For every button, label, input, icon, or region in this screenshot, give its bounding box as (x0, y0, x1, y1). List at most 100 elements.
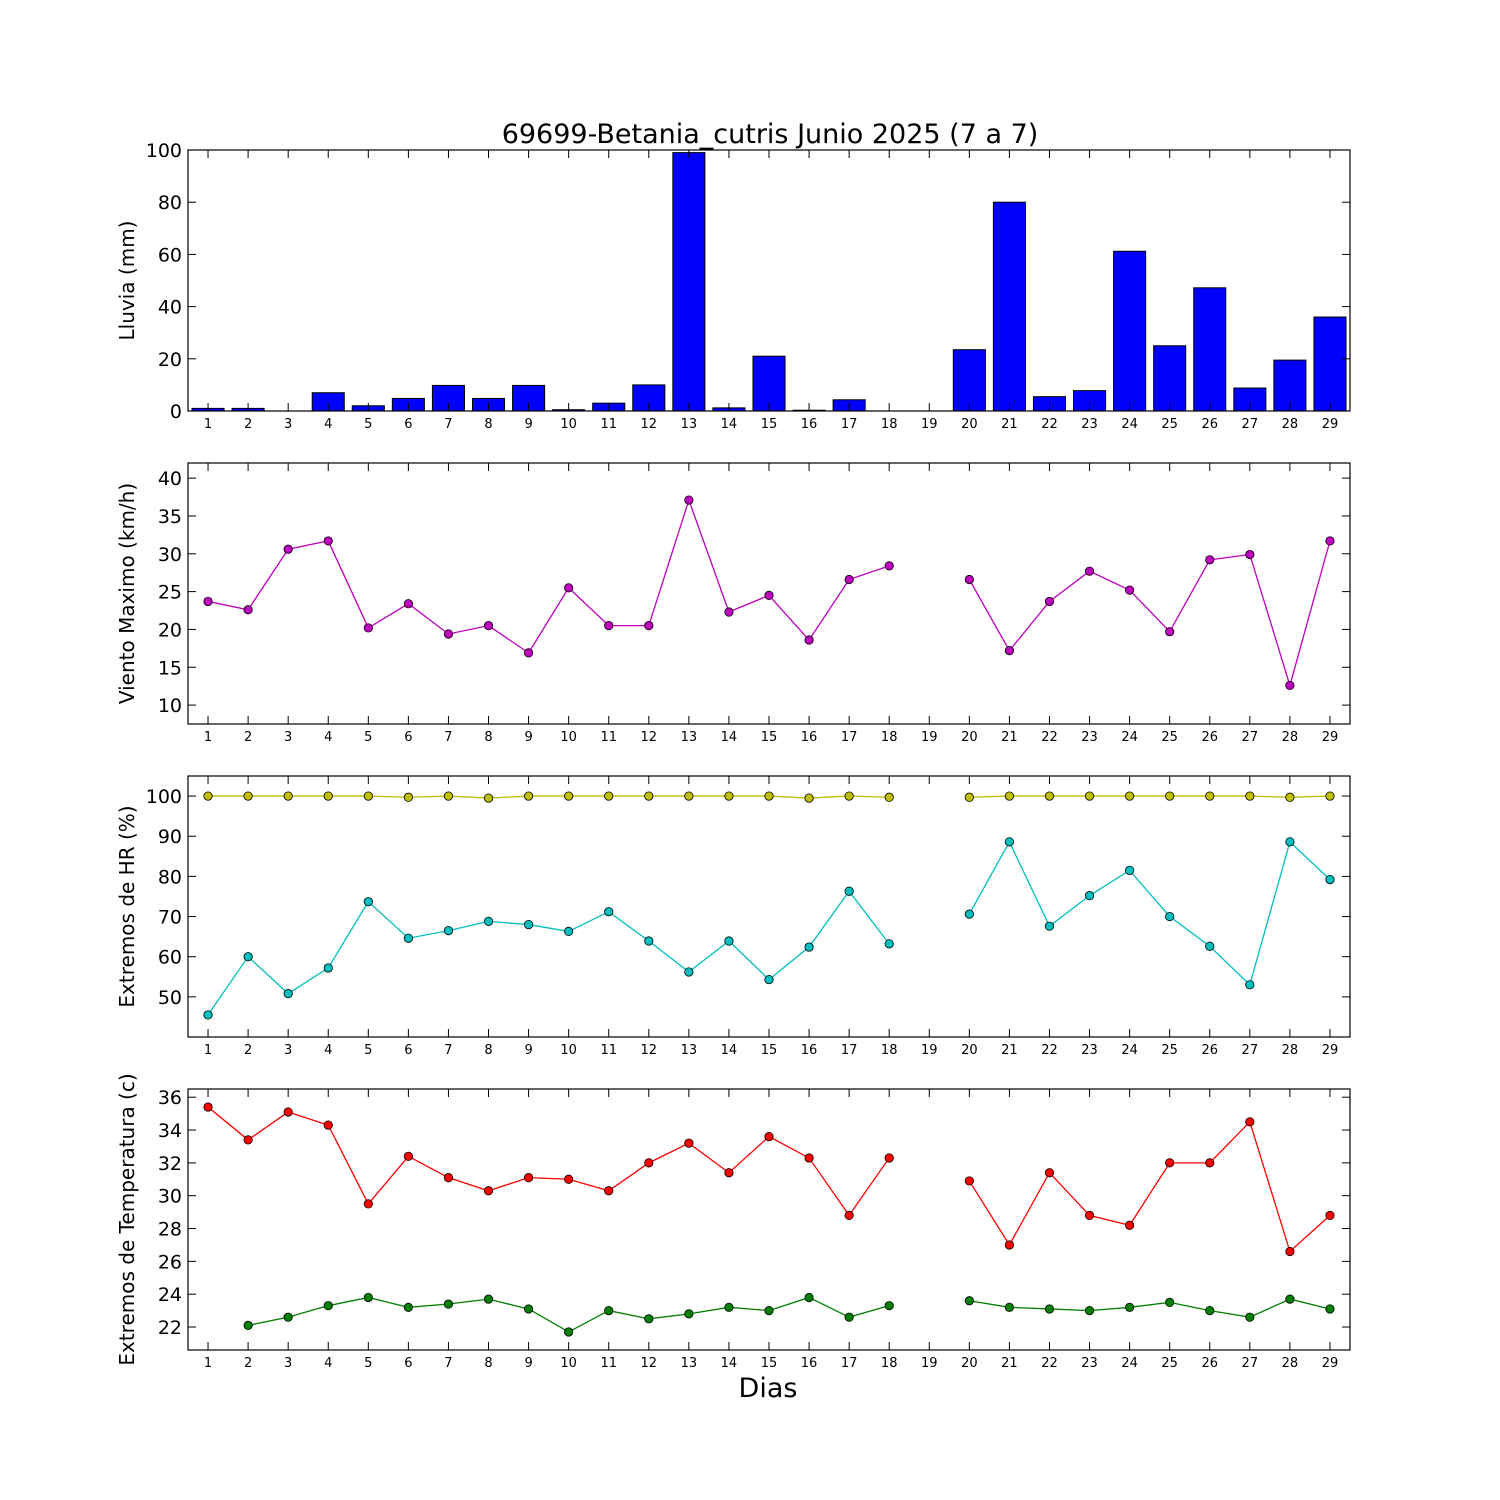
x-tick-label: 1 (204, 1043, 212, 1058)
series-1-point-day-27 (1245, 549, 1255, 560)
series-1-point-day-1 (203, 596, 213, 607)
series-2-point-day-27 (1245, 1312, 1255, 1322)
y-axis-label: Lluvia (mm) (115, 221, 139, 341)
y-tick-label: 28 (158, 1219, 182, 1241)
series-1-point-day-9 (523, 648, 534, 658)
x-tick-label: 10 (560, 1043, 577, 1058)
x-tick-label: 23 (1081, 1356, 1098, 1371)
x-tick-label: 20 (961, 1356, 978, 1371)
series-2-point-day-20 (964, 909, 974, 919)
series-1-point-day-28 (1285, 792, 1295, 802)
x-tick-label: 11 (600, 1356, 617, 1371)
series-1-point-day-16 (804, 635, 814, 645)
series-1-point-day-17 (844, 574, 854, 585)
x-tick-label: 3 (284, 417, 292, 432)
series-1-point-day-10 (564, 791, 574, 801)
series-2-point-day-2 (243, 952, 253, 962)
series-2-point-day-29 (1325, 874, 1335, 885)
x-tick-label: 26 (1201, 417, 1218, 432)
x-tick-label: 13 (681, 417, 698, 432)
series-1-point-day-29 (1325, 1210, 1335, 1221)
series-1-point-day-28 (1285, 680, 1295, 691)
series-2-point-day-13 (684, 967, 694, 977)
series-1-point-day-10 (564, 583, 574, 593)
series-1-point-day-5 (363, 1199, 373, 1209)
series-1-point-day-29 (1325, 791, 1335, 801)
x-tick-label: 10 (560, 1356, 577, 1371)
y-tick-label: 90 (158, 826, 182, 848)
series-1-point-day-17 (844, 1210, 854, 1221)
y-tick-label: 24 (158, 1284, 182, 1306)
series-1-point-day-13 (684, 495, 694, 505)
y-tick-label: 80 (158, 192, 182, 214)
series-1-point-day-3 (283, 791, 293, 801)
x-tick-label: 12 (641, 730, 658, 745)
x-tick-label: 11 (600, 730, 617, 745)
series-2-point-day-5 (363, 1292, 373, 1303)
x-tick-label: 4 (324, 1043, 332, 1058)
x-tick-label: 6 (404, 1356, 412, 1371)
series-2-point-day-15 (764, 974, 774, 985)
x-tick-label: 14 (721, 1356, 738, 1371)
series-2-point-day-3 (283, 989, 293, 999)
bar-day-24 (1113, 250, 1147, 412)
series-1-point-day-4 (323, 536, 333, 546)
series-1-point-day-11 (604, 621, 614, 631)
series-1-point-day-20 (964, 1176, 974, 1186)
x-tick-label: 21 (1001, 1043, 1018, 1058)
x-tick-label: 16 (801, 1356, 818, 1371)
series-2-point-day-14 (724, 936, 734, 946)
series-1-point-day-1 (203, 1102, 213, 1112)
x-tick-label: 22 (1041, 730, 1058, 745)
series-2-point-day-8 (483, 916, 494, 926)
series-2-point-day-26 (1205, 941, 1215, 951)
bar-day-21 (992, 201, 1026, 412)
x-tick-label: 1 (204, 730, 212, 745)
series-1-point-day-18 (884, 1153, 894, 1163)
y-tick-label: 0 (170, 401, 182, 423)
x-tick-label: 12 (641, 1356, 658, 1371)
series-2-point-day-24 (1125, 1302, 1135, 1312)
x-tick-label: 2 (244, 417, 252, 432)
series-1-point-day-29 (1325, 536, 1335, 546)
series-2-point-day-11 (604, 1306, 614, 1316)
x-tick-label: 1 (204, 1356, 212, 1371)
series-1-point-day-15 (764, 791, 774, 801)
x-tick-label: 7 (444, 730, 452, 745)
x-tick-label: 23 (1081, 417, 1098, 432)
series-2-point-day-16 (804, 942, 814, 952)
series-2-point-day-6 (403, 1302, 413, 1312)
series-2-point-day-22 (1044, 1304, 1055, 1314)
series-1-point-day-8 (483, 621, 494, 631)
x-tick-label: 18 (881, 730, 898, 745)
y-tick-label: 22 (158, 1317, 182, 1339)
series-2-point-day-29 (1325, 1304, 1335, 1314)
series-1-point-day-17 (844, 791, 854, 801)
series-2-point-day-23 (1084, 891, 1095, 901)
series-2-point-day-17 (844, 886, 854, 896)
series-1-point-day-8 (483, 793, 494, 803)
series-1-point-day-14 (724, 607, 734, 617)
x-tick-label: 5 (364, 1356, 372, 1371)
x-tick-label: 13 (681, 1356, 698, 1371)
x-tick-label: 21 (1001, 417, 1018, 432)
series-1-point-day-26 (1205, 791, 1215, 801)
series-1-point-day-25 (1165, 1158, 1175, 1168)
x-tick-label: 4 (324, 730, 332, 745)
x-tick-label: 11 (600, 1043, 617, 1058)
y-tick-label: 32 (158, 1153, 182, 1175)
series-1-line (968, 540, 1331, 688)
y-tick-label: 25 (158, 582, 182, 604)
series-1-point-day-2 (243, 605, 253, 615)
series-1-point-day-11 (604, 791, 614, 801)
x-tick-label: 8 (484, 1356, 492, 1371)
bar-day-28 (1273, 359, 1307, 412)
x-tick-label: 4 (324, 1356, 332, 1371)
x-tick-label: 5 (364, 417, 372, 432)
series-2-point-day-11 (604, 907, 614, 917)
series-1-point-day-23 (1084, 1210, 1095, 1221)
series-2-point-day-9 (523, 1304, 534, 1314)
series-1-line (207, 1106, 890, 1217)
series-2-point-day-23 (1084, 1306, 1095, 1316)
series-1-point-day-16 (804, 793, 814, 803)
